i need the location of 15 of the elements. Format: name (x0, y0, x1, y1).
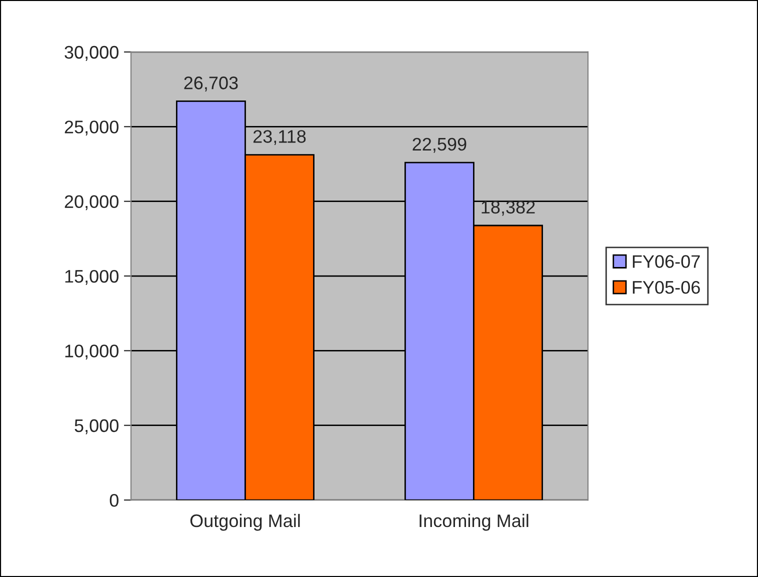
y-tick-label: 30,000 (64, 46, 118, 61)
y-tick-label: 5,000 (74, 419, 118, 434)
x-tick-label: Outgoing Mail (190, 514, 300, 531)
y-tick-label: 10,000 (65, 344, 118, 360)
data-label: 26,703 (184, 76, 238, 92)
legend-label: FY06-07 (632, 255, 700, 268)
data-label: 22,599 (412, 138, 466, 153)
data-label: 23,118 (253, 130, 306, 145)
legend-label: FY05-06 (632, 281, 700, 294)
y-tick-label: 25,000 (64, 120, 118, 136)
y-tick-label: 20,000 (64, 195, 118, 210)
y-tick-label: 0 (110, 494, 118, 507)
x-tick-label: Incoming Mail (420, 514, 528, 531)
data-label: 18,382 (482, 200, 535, 216)
y-tick-label: 15,000 (65, 270, 118, 285)
